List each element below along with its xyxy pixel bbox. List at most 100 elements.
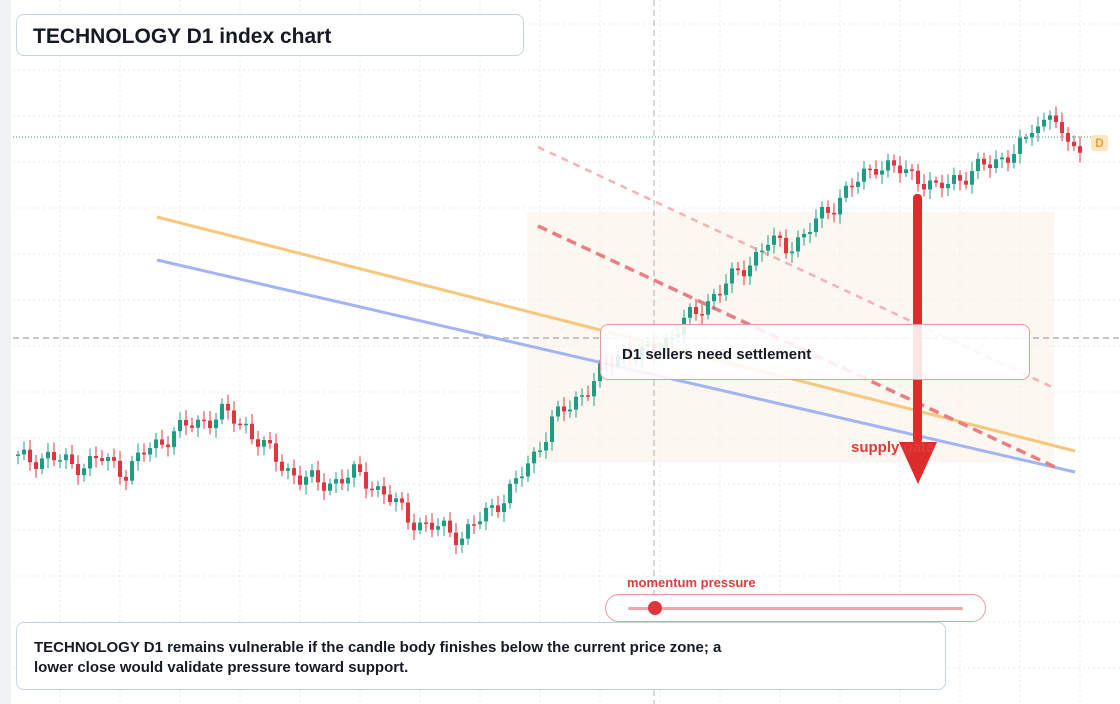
candle [208, 411, 212, 435]
candle [76, 455, 80, 485]
candle-body [154, 439, 158, 449]
candle-body [46, 451, 50, 459]
candle-body [274, 443, 278, 462]
candle-body [322, 482, 326, 491]
candle-body [232, 410, 236, 424]
candle [28, 439, 32, 471]
candle-body [328, 483, 332, 491]
candle [946, 174, 950, 197]
candle-body [82, 468, 86, 476]
candle [220, 398, 224, 425]
candle-body [844, 185, 848, 198]
arrow-label: supply gate [851, 439, 935, 456]
candle-body [214, 419, 218, 429]
candle-body [790, 251, 794, 254]
candle [736, 262, 740, 276]
candle [352, 460, 356, 487]
candle [70, 444, 74, 469]
candle-body [730, 268, 734, 284]
candle [268, 432, 272, 449]
candle-body [850, 185, 854, 188]
momentum-slider-knob[interactable] [647, 601, 662, 615]
candle-body [940, 182, 944, 189]
candle-body [466, 524, 470, 539]
candle [700, 304, 704, 325]
candle [496, 495, 500, 518]
candle-body [814, 218, 818, 233]
candle [742, 260, 746, 286]
candle-body [1018, 137, 1022, 154]
candle-body [502, 503, 506, 513]
candle [706, 293, 710, 320]
candle-body [832, 212, 836, 215]
candle [1000, 152, 1004, 169]
candle-body [472, 524, 476, 526]
candle [814, 209, 818, 237]
candle [964, 171, 968, 190]
candle-body [556, 406, 560, 417]
candle [808, 222, 812, 243]
candle-body [40, 458, 44, 469]
candle-body [220, 403, 224, 420]
candle [898, 156, 902, 183]
candle-body [406, 502, 410, 523]
candle [376, 481, 380, 498]
candle-body [1078, 146, 1082, 153]
candle-body [364, 472, 368, 489]
candle-body [310, 470, 314, 477]
candle [712, 288, 716, 311]
candle [508, 479, 512, 509]
candle-body [736, 268, 740, 271]
candle [760, 243, 764, 262]
candle-body [478, 521, 482, 525]
candle [196, 415, 200, 437]
candle [316, 460, 320, 491]
down-arrow-shaft [913, 194, 922, 444]
candle-body [430, 522, 434, 530]
candle [226, 394, 230, 420]
candle-body [190, 425, 194, 428]
candle [802, 228, 806, 246]
candle-body [964, 180, 968, 185]
candle-body [208, 420, 212, 429]
candle [52, 442, 56, 467]
candle-body [952, 175, 956, 184]
candle [202, 411, 206, 429]
candle [730, 262, 734, 294]
candle [916, 163, 920, 192]
candle [298, 465, 302, 490]
candle [568, 400, 572, 418]
candle-body [514, 478, 518, 484]
momentum-slider[interactable] [605, 594, 986, 622]
candle-body [52, 451, 56, 461]
candle [1036, 116, 1040, 142]
candle [694, 298, 698, 321]
candle [424, 515, 428, 533]
candle [256, 430, 260, 456]
candle-body [586, 395, 590, 397]
candle-body [982, 158, 986, 165]
candle [46, 442, 50, 469]
candle-body [250, 423, 254, 440]
candle-body [868, 168, 872, 171]
candle [748, 256, 752, 285]
candle-body [526, 463, 530, 477]
candle [724, 274, 728, 302]
candle [142, 443, 146, 462]
candle [244, 416, 248, 434]
candle [880, 160, 884, 185]
candle-body [520, 476, 524, 479]
candle [136, 443, 140, 471]
candle-body [532, 451, 536, 464]
candle [286, 463, 290, 480]
candle [442, 516, 446, 536]
candle-body [1036, 126, 1040, 133]
candle-body [286, 468, 290, 471]
candle-body [64, 454, 68, 461]
candle-body [1012, 153, 1016, 163]
candle [904, 160, 908, 178]
candle [952, 167, 956, 191]
candle-body [490, 505, 494, 508]
candle [1078, 136, 1082, 163]
candle-body [976, 158, 980, 172]
